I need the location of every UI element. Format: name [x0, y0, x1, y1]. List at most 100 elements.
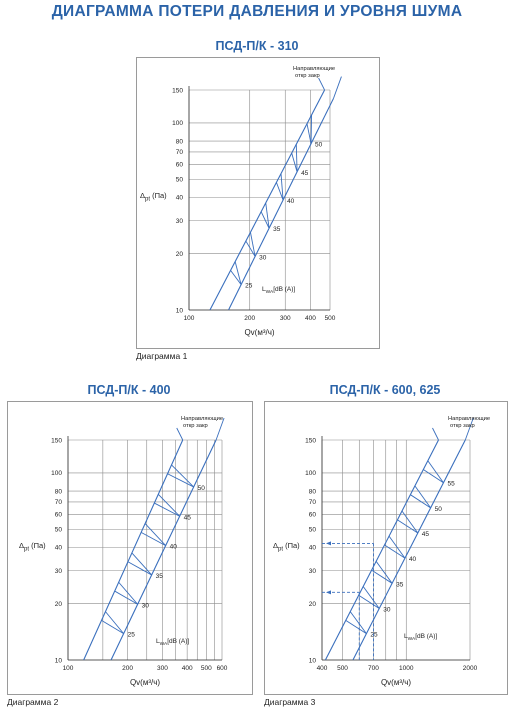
noise-line-connector	[118, 581, 138, 605]
noise-value-label: 50	[315, 142, 323, 149]
y-tick-label: 80	[176, 138, 184, 145]
noise-line-connector	[234, 261, 242, 285]
x-tick-label: 100	[184, 315, 195, 322]
noise-line-connector	[349, 611, 367, 634]
annotation-arrow	[326, 590, 331, 595]
y-tick-label: 70	[176, 149, 184, 156]
y-tick-label: 80	[309, 488, 317, 495]
chart-1-plot: 10 20 30 40 50 60 70 80 100 150 100 200 300 400 500 Δpt…	[140, 66, 342, 337]
y-tick-label: 60	[309, 512, 317, 519]
noise-value-label: 25	[128, 632, 136, 639]
y-axis-label: Δpt (Па)	[140, 191, 167, 203]
noise-line-connector	[375, 561, 393, 584]
annotation-arrow	[326, 541, 331, 546]
noise-line-connector	[414, 485, 431, 509]
x-tick-label: 200	[244, 315, 255, 322]
x-tick-label: 100	[63, 665, 74, 672]
chart-2-panel	[7, 401, 253, 695]
noise-value-label: 35	[273, 226, 281, 233]
damper-label-line2: откр закр	[295, 73, 320, 79]
noise-line	[276, 182, 284, 201]
noise-value-label: 40	[409, 556, 417, 563]
x-tick-label: 300	[280, 315, 291, 322]
noise-value-label: 45	[184, 514, 192, 521]
y-tick-label: 20	[55, 601, 63, 608]
x-tick-label: 500	[337, 665, 348, 672]
y-tick-label: 40	[309, 545, 317, 552]
y-tick-label: 20	[176, 251, 184, 258]
noise-line-connector	[362, 586, 380, 609]
y-tick-label: 20	[309, 601, 317, 608]
series-line-zakr	[352, 439, 466, 661]
noise-value-label: 35	[156, 573, 164, 580]
y-tick-label: 30	[55, 568, 63, 575]
series-line-otkr	[209, 89, 326, 311]
damper-label-line1: Направляющие	[293, 66, 335, 72]
noise-value-label: 30	[142, 602, 150, 609]
x-tick-label: 1000	[399, 665, 414, 672]
series-line-otkr	[83, 439, 184, 661]
noise-line	[114, 590, 138, 605]
y-tick-label: 10	[55, 657, 63, 664]
noise-line-connector	[427, 460, 444, 484]
noise-line	[397, 519, 419, 534]
damper-line-zakr	[333, 76, 342, 99]
noise-line	[291, 152, 298, 172]
noise-line	[140, 532, 166, 546]
y-tick-label: 10	[309, 657, 317, 664]
y-axis-label: Δpt (Па)	[273, 541, 300, 553]
x-tick-label: 600	[217, 665, 228, 672]
chart-1-title: ПСД-П/К - 310	[215, 39, 299, 53]
x-tick-label: 2000	[463, 665, 478, 672]
noise-line-connector	[144, 523, 166, 546]
noise-line-connector	[388, 535, 406, 559]
y-tick-label: 100	[172, 120, 183, 127]
damper-label-line2: откр закр	[450, 423, 475, 429]
y-tick-label: 100	[305, 470, 316, 477]
y-tick-label: 100	[51, 470, 62, 477]
y-tick-label: 50	[55, 527, 63, 534]
x-axis-label: Qv(м³/ч)	[130, 678, 160, 687]
y-tick-label: 40	[176, 195, 184, 202]
noise-line	[127, 561, 152, 576]
chart-2-title: ПСД-П/К - 400	[87, 383, 171, 397]
noise-line-connector	[295, 144, 298, 172]
noise-line	[306, 123, 312, 144]
noise-value-label: 25	[370, 632, 378, 639]
noise-line	[423, 469, 444, 484]
noise-value-label: 35	[396, 581, 404, 588]
y-tick-label: 70	[55, 499, 63, 506]
y-tick-label: 150	[51, 437, 62, 444]
noise-line-connector	[310, 114, 313, 144]
damper-label-line1: Направляющие	[181, 416, 223, 422]
page-title: ДИАГРАММА ПОТЕРИ ДАВЛЕНИЯ И УРОВНЯ ШУМА	[51, 3, 463, 20]
noise-value-label: 50	[435, 506, 443, 513]
noise-line-connector	[157, 493, 180, 517]
x-tick-label: 500	[201, 665, 212, 672]
noise-line	[371, 569, 393, 584]
noise-value-label: 30	[259, 254, 267, 261]
noise-line-connector	[250, 232, 256, 257]
y-tick-label: 60	[176, 162, 184, 169]
series-line-otkr	[324, 439, 439, 661]
y-tick-label: 50	[176, 177, 184, 184]
x-axis-label: Qv(м³/ч)	[244, 328, 274, 337]
chart-1-panel	[136, 57, 380, 349]
damper-line-zakr	[215, 417, 225, 441]
noise-axis-label: LWA[dB (A)]	[262, 286, 295, 295]
y-tick-label: 60	[55, 512, 63, 519]
y-tick-label: 150	[172, 87, 183, 94]
damper-line-otkr	[318, 77, 325, 91]
noise-line	[410, 494, 431, 509]
noise-value-label: 55	[447, 481, 455, 488]
noise-value-label: 50	[198, 485, 206, 492]
x-tick-label: 300	[157, 665, 168, 672]
chart-2-plot: 10 20 30 40 50 60 70 80 100 150 100 200 300 400 500 600…	[19, 416, 228, 687]
chart-1-caption: Диаграмма 1	[136, 351, 188, 361]
x-axis-label: Qv(м³/ч)	[381, 678, 411, 687]
x-tick-label: 400	[305, 315, 316, 322]
noise-line	[345, 620, 367, 634]
damper-label-line2: откр закр	[183, 423, 208, 429]
y-axis-label: Δpt (Па)	[19, 541, 46, 553]
